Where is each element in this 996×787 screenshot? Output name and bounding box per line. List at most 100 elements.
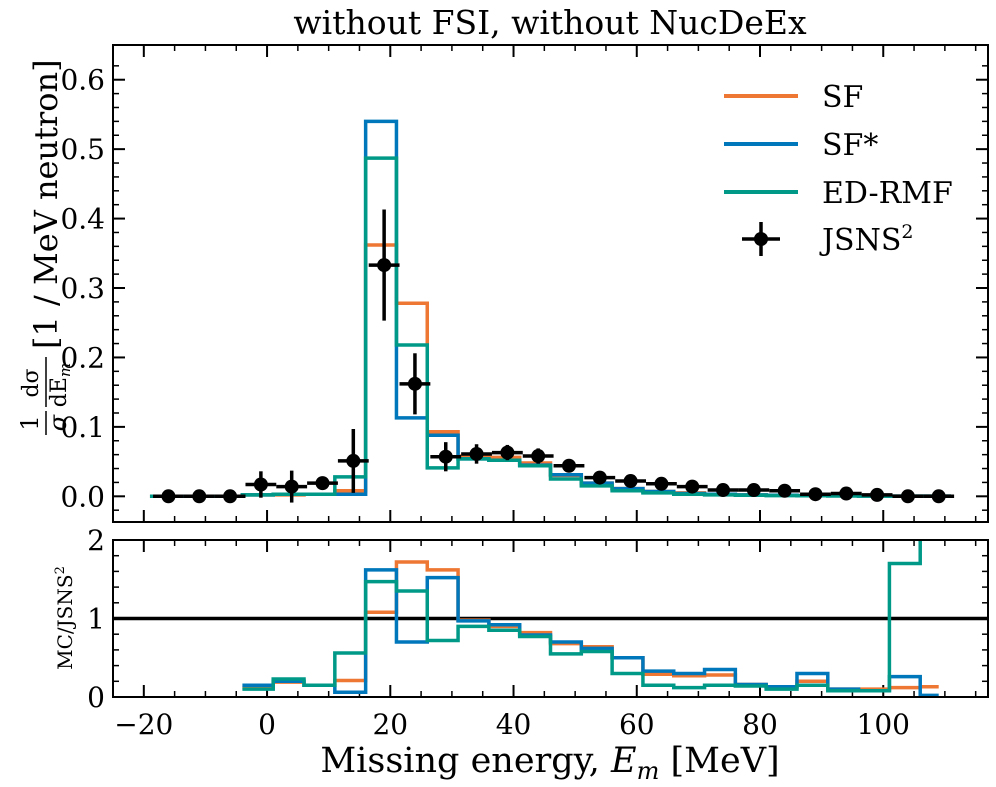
legend-label: SF* <box>822 128 878 163</box>
y-label-dfrac-den-sub: m <box>56 363 74 377</box>
data-point-marker <box>531 449 546 464</box>
data-point <box>245 471 277 498</box>
main-ytick-label: 0.5 <box>60 133 105 166</box>
data-point-marker <box>870 487 885 502</box>
x-label-var: E <box>610 741 637 781</box>
data-point <box>491 444 523 461</box>
data-point <box>738 483 770 498</box>
xtick-label: 100 <box>857 708 910 741</box>
legend-label: SF <box>822 80 863 115</box>
main-y-label: 1 σ dσ dEm [1 / MeV neutron] <box>16 59 74 435</box>
ratio-y-label-sup: 2 <box>53 566 68 574</box>
legend-label-jsns-base: JSNS <box>819 223 901 258</box>
data-point-marker <box>839 486 854 501</box>
xtick-label: 0 <box>258 708 276 741</box>
data-point-marker <box>438 449 453 464</box>
data-point <box>430 442 462 472</box>
ratio-series-sf <box>242 568 939 697</box>
data-point <box>584 470 616 485</box>
data-point-marker <box>500 445 515 460</box>
y-label-dfrac-den: dEm <box>47 363 74 407</box>
x-label-text: Missing energy, <box>320 741 611 781</box>
xtick-label: 20 <box>372 708 408 741</box>
x-label-unit: [MeV] <box>659 741 779 781</box>
chart-title: without FSI, without NucDeEx <box>293 3 807 42</box>
ratio-series <box>242 540 939 697</box>
xtick-label: 60 <box>619 708 655 741</box>
main-minor-ticks <box>112 45 988 522</box>
data-point <box>923 489 955 504</box>
ratio-ytick-label: 1 <box>87 603 105 636</box>
data-point-marker <box>161 489 176 504</box>
data-point-marker <box>223 489 238 504</box>
data-point-marker <box>192 489 207 504</box>
ratio-y-label-base: MC/JSNS <box>53 574 77 669</box>
y-label-frac-den: σ <box>44 414 72 431</box>
data-point <box>276 470 308 503</box>
ratio-x-ticks: −20 0 20 40 60 80 100 <box>112 540 977 741</box>
main-ytick-label: 0.4 <box>60 203 105 236</box>
data-point <box>769 483 801 498</box>
ratio-y-label: MC/JSNS2 <box>53 566 77 670</box>
y-label-dfrac-den-text: dE <box>47 377 72 407</box>
main-ytick-label: 0.3 <box>60 272 105 305</box>
main-y-ticks: 0.0 0.1 0.2 0.3 0.4 0.5 0.6 <box>60 64 988 513</box>
data-point <box>522 448 554 464</box>
data-point <box>214 489 246 504</box>
series-sf <box>149 243 952 499</box>
ratio-ytick-label: 0 <box>87 681 105 714</box>
data-point <box>307 476 338 491</box>
data-point-marker <box>284 479 299 494</box>
ratio-axes-frame <box>112 539 989 698</box>
data-point <box>615 474 647 489</box>
data-point-marker <box>346 453 361 468</box>
data-point <box>861 487 893 502</box>
data-point-marker <box>469 446 484 461</box>
main-ytick-label: 0.2 <box>60 341 105 374</box>
data-point-marker <box>777 483 792 498</box>
data-point <box>707 483 739 498</box>
y-label-dfrac-num: dσ <box>19 368 44 397</box>
data-point <box>676 479 708 494</box>
y-label-frac-num: 1 <box>16 415 44 430</box>
data-point-marker <box>377 258 392 273</box>
legend-label-jsns: JSNS2 <box>819 221 913 258</box>
data-point <box>646 476 677 491</box>
x-label-sub: m <box>637 757 660 785</box>
data-point <box>337 428 369 493</box>
main-ytick-label: 0.6 <box>60 64 105 97</box>
main-ytick-label: 0.1 <box>60 411 105 444</box>
main-panel: without FSI, without NucDeEx 0.00.10.20.… <box>16 3 989 523</box>
data-point-marker <box>561 458 576 473</box>
data-point-marker <box>900 489 915 504</box>
data-point <box>553 458 585 473</box>
data-point-marker <box>716 483 731 498</box>
data-point-marker <box>931 489 946 504</box>
xtick-label: 40 <box>496 708 532 741</box>
data-point-marker <box>746 483 761 498</box>
y-label-unit: [1 / MeV neutron] <box>27 59 65 349</box>
data-point <box>368 209 400 321</box>
data-point-marker <box>407 376 422 391</box>
ratio-series-sf <box>242 560 939 691</box>
data-point-marker <box>808 487 823 502</box>
data-point <box>399 353 431 415</box>
data-point <box>461 444 492 464</box>
jsns-data-points <box>153 209 955 504</box>
data-point-marker <box>315 476 330 491</box>
data-point-marker <box>592 470 607 485</box>
main-axes-frame <box>112 44 989 523</box>
data-point <box>153 489 184 504</box>
data-point-marker <box>623 474 638 489</box>
xtick-label: 80 <box>742 708 778 741</box>
legend-label: ED-RMF <box>822 176 953 211</box>
legend-marker <box>754 232 768 246</box>
data-point-marker <box>253 477 268 492</box>
ratio-series-edrmf <box>242 540 922 693</box>
ratio-panel: 0 1 2 −20 0 20 40 60 80 100 MC/JSNS2 Missing ene… <box>53 524 989 785</box>
legend: SF SF* ED-RMF JSNS2 <box>724 80 953 258</box>
data-point <box>800 487 831 502</box>
data-point <box>183 489 215 504</box>
xtick-label: −20 <box>114 708 173 741</box>
